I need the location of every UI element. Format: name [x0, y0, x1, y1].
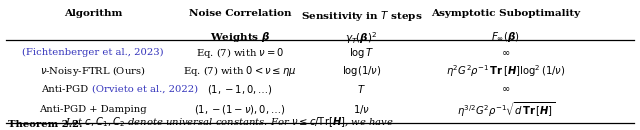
Text: $\eta^2 G^2 \rho^{-1}\,\mathbf{Tr}\,[\boldsymbol{H}]\log^2(1/\nu)$: $\eta^2 G^2 \rho^{-1}\,\mathbf{Tr}\,[\bo…: [446, 63, 565, 79]
Text: $F_\infty(\boldsymbol{\beta})$: $F_\infty(\boldsymbol{\beta})$: [491, 30, 520, 44]
Text: $T$: $T$: [357, 83, 366, 95]
Text: $\nu$-Noisy-FTRL (Ours): $\nu$-Noisy-FTRL (Ours): [40, 64, 146, 78]
Text: $\infty$: $\infty$: [501, 84, 510, 94]
Text: Let $c, C_1, C_2$ denote universal constants. For $\nu \leq c/\mathrm{Tr}[\bolds: Let $c, C_1, C_2$ denote universal const…: [62, 115, 394, 129]
Text: Eq. (7) with $\nu = 0$: Eq. (7) with $\nu = 0$: [196, 46, 284, 60]
Text: Algorithm: Algorithm: [63, 9, 122, 18]
Text: $\eta^{3/2} G^2 \rho^{-1}\sqrt{d\,\mathbf{Tr}\,[\boldsymbol{H}]}$: $\eta^{3/2} G^2 \rho^{-1}\sqrt{d\,\mathb…: [456, 100, 555, 119]
Text: Anti-PGD: Anti-PGD: [41, 84, 92, 94]
Text: $\infty$: $\infty$: [501, 48, 510, 57]
Text: Eq. (7) with $0 < \nu \leq \eta\mu$: Eq. (7) with $0 < \nu \leq \eta\mu$: [183, 64, 297, 78]
Text: Noise Correlation: Noise Correlation: [189, 9, 291, 18]
Text: $\log(1/\nu)$: $\log(1/\nu)$: [342, 64, 381, 78]
Text: Weights $\boldsymbol{\beta}$: Weights $\boldsymbol{\beta}$: [210, 30, 270, 44]
Text: $\log T$: $\log T$: [349, 46, 374, 60]
Text: (Fichtenberger et al., 2023): (Fichtenberger et al., 2023): [22, 48, 164, 57]
Text: Sensitivity in $T$ steps: Sensitivity in $T$ steps: [301, 9, 422, 23]
Text: Anti-PGD + Damping: Anti-PGD + Damping: [39, 105, 147, 114]
Text: $1/\nu$: $1/\nu$: [353, 103, 370, 116]
Text: $\gamma_T(\boldsymbol{\beta})^2$: $\gamma_T(\boldsymbol{\beta})^2$: [346, 30, 378, 46]
Text: Theorem 2.2.: Theorem 2.2.: [8, 120, 82, 129]
Text: $(1, -1, 0, \ldots)$: $(1, -1, 0, \ldots)$: [207, 83, 273, 96]
Text: (Orvieto et al., 2022): (Orvieto et al., 2022): [92, 84, 198, 94]
Text: Asymptotic Suboptimality: Asymptotic Suboptimality: [431, 9, 580, 18]
Text: $(1, -(1-\nu), 0, \ldots)$: $(1, -(1-\nu), 0, \ldots)$: [195, 103, 285, 116]
